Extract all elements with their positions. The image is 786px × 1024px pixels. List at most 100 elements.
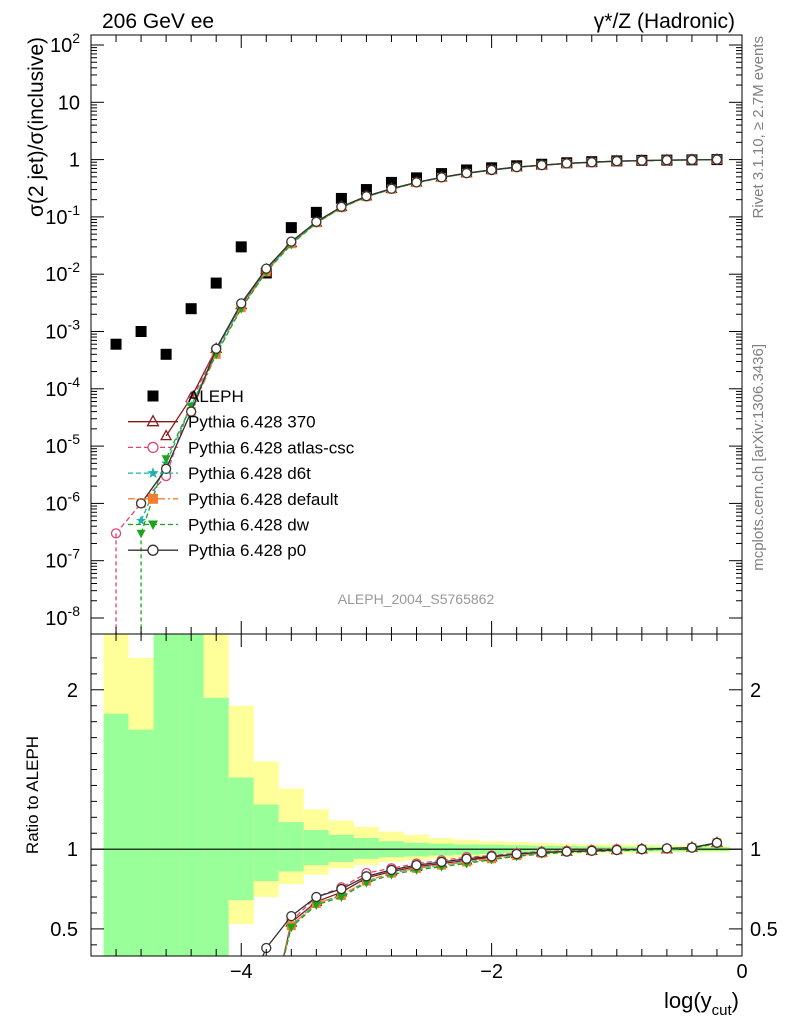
data-point bbox=[636, 155, 647, 166]
ratio-point bbox=[536, 847, 547, 858]
data-point bbox=[110, 338, 122, 350]
data-point bbox=[311, 216, 322, 227]
uncertainty-band-inner bbox=[253, 804, 279, 882]
main-y-tick-label: 10-4 bbox=[45, 374, 80, 401]
main-y-tick-label: 10-8 bbox=[45, 603, 80, 630]
ratio-y-tick-label: 0.5 bbox=[50, 919, 78, 941]
data-point bbox=[135, 515, 147, 525]
uncertainty-band-inner bbox=[353, 838, 379, 859]
ratio-point bbox=[461, 853, 472, 864]
ratio-ylabel: Ratio to ALEPH bbox=[23, 736, 42, 854]
uncertainty-band-inner bbox=[128, 729, 154, 956]
uncertainty-band-inner bbox=[178, 634, 204, 956]
legend-entry: Pythia 6.428 370 bbox=[128, 413, 316, 432]
x-tick-label: −2 bbox=[480, 961, 503, 983]
rivet-label: Rivet 3.1.10, ≥ 2.7M events bbox=[750, 36, 767, 219]
header-left: 206 GeV ee bbox=[102, 10, 214, 33]
legend-marker bbox=[147, 544, 159, 556]
main-y-tick-label: 102 bbox=[50, 30, 80, 57]
uncertainty-band-inner bbox=[328, 834, 354, 862]
data-point bbox=[285, 222, 297, 234]
ratio-y-tick-label-right: 0.5 bbox=[750, 919, 778, 941]
data-point bbox=[611, 155, 622, 167]
ratio-series-5 bbox=[261, 837, 723, 956]
ratio-point bbox=[336, 883, 347, 895]
main-x-ticks bbox=[90, 35, 743, 634]
data-point bbox=[511, 161, 522, 173]
ratio-point bbox=[561, 846, 572, 857]
legend-entry: Pythia 6.428 dw bbox=[128, 516, 310, 535]
data-point bbox=[711, 154, 723, 165]
data-point bbox=[135, 326, 147, 337]
data-point bbox=[186, 406, 197, 417]
data-point bbox=[336, 201, 347, 212]
main-ylabel: σ(2 jet)/σ(inclusive) bbox=[25, 37, 48, 217]
ratio-point bbox=[286, 923, 296, 933]
ratio-y-tick-label-right: 1 bbox=[750, 839, 761, 861]
data-point bbox=[286, 236, 297, 247]
main-y-tick-label: 10-7 bbox=[45, 546, 80, 573]
data-point bbox=[561, 158, 572, 169]
legend-marker bbox=[146, 414, 160, 427]
data-point bbox=[261, 263, 272, 274]
legend-marker bbox=[147, 441, 159, 454]
ratio-panel: −4 −2 00.5 0.51 12 2 Ratio to ALEPH log(ycut) bbox=[23, 633, 778, 1019]
x-tick-label: 0 bbox=[736, 961, 747, 983]
data-point bbox=[235, 241, 247, 253]
analysis-label: ALEPH_2004_S5765862 bbox=[338, 591, 495, 607]
data-point bbox=[160, 463, 172, 475]
ratio-point bbox=[411, 859, 422, 871]
x-tick-label: −4 bbox=[230, 961, 253, 983]
uncertainty-band-inner bbox=[203, 697, 229, 956]
legend-entry: Pythia 6.428 d6t bbox=[128, 464, 311, 483]
ratio-point bbox=[336, 893, 346, 902]
data-point bbox=[160, 348, 172, 360]
ratio-point bbox=[286, 910, 297, 922]
series-6 bbox=[135, 154, 723, 509]
data-point bbox=[185, 303, 197, 315]
ratio-point bbox=[311, 901, 321, 910]
data-point bbox=[236, 298, 247, 309]
legend-label: Pythia 6.428 default bbox=[188, 490, 339, 509]
data-point bbox=[411, 177, 422, 188]
data-point bbox=[686, 154, 698, 166]
legend-label: Pythia 6.428 atlas-csc bbox=[188, 438, 355, 457]
data-point bbox=[361, 191, 372, 202]
legend-label: Pythia 6.428 dw bbox=[188, 516, 310, 535]
data-point bbox=[310, 206, 322, 218]
x-axis-label: log(ycut) bbox=[664, 988, 739, 1019]
main-y-tick-label: 1 bbox=[69, 150, 80, 172]
data-point bbox=[461, 168, 472, 179]
ratio-point bbox=[586, 845, 597, 856]
data-point bbox=[586, 157, 597, 168]
ratio-point bbox=[611, 844, 622, 856]
data-point bbox=[211, 343, 222, 354]
legend-label: Pythia 6.428 370 bbox=[188, 413, 316, 432]
ratio-point bbox=[311, 891, 322, 903]
uncertainty-band-inner bbox=[153, 634, 179, 956]
legend-entry: Pythia 6.428 p0 bbox=[128, 541, 306, 560]
ratio-y-tick-label: 2 bbox=[67, 680, 78, 702]
ratio-y-tick-label-right: 2 bbox=[750, 680, 761, 702]
legend-marker bbox=[148, 520, 158, 530]
ratio-point bbox=[511, 848, 522, 860]
uncertainty-band-inner bbox=[278, 822, 304, 872]
ratio-point bbox=[661, 843, 673, 854]
main-y-tick-label: 10-2 bbox=[45, 259, 80, 286]
header-right: γ*/Z (Hadronic) bbox=[594, 10, 735, 33]
main-y-tick-label: 10-3 bbox=[45, 317, 80, 344]
legend: ALEPH Pythia 6.428 370 Pythia 6.428 atlas-… bbox=[128, 387, 355, 560]
main-y-axis: 10-8 10-7 10-6 10-5 10-4 10-3 10-2 10-1 1 10 102 bbox=[45, 30, 742, 630]
data-point bbox=[160, 429, 173, 441]
legend-entry: Pythia 6.428 default bbox=[128, 490, 339, 509]
main-panel: 10-8 10-7 10-6 10-5 10-4 10-3 10-2 10-1 1 10 102 σ… bbox=[25, 30, 743, 635]
legend-marker bbox=[147, 467, 159, 478]
ratio-point bbox=[686, 842, 698, 853]
ratio-point bbox=[361, 871, 372, 882]
ratio-point bbox=[711, 837, 723, 848]
uncertainty-band-inner bbox=[103, 713, 129, 956]
data-point bbox=[486, 164, 497, 176]
ratio-axes: −4 −2 00.5 0.51 12 2 bbox=[50, 634, 778, 983]
main-y-tick-label: 10-5 bbox=[45, 431, 80, 458]
